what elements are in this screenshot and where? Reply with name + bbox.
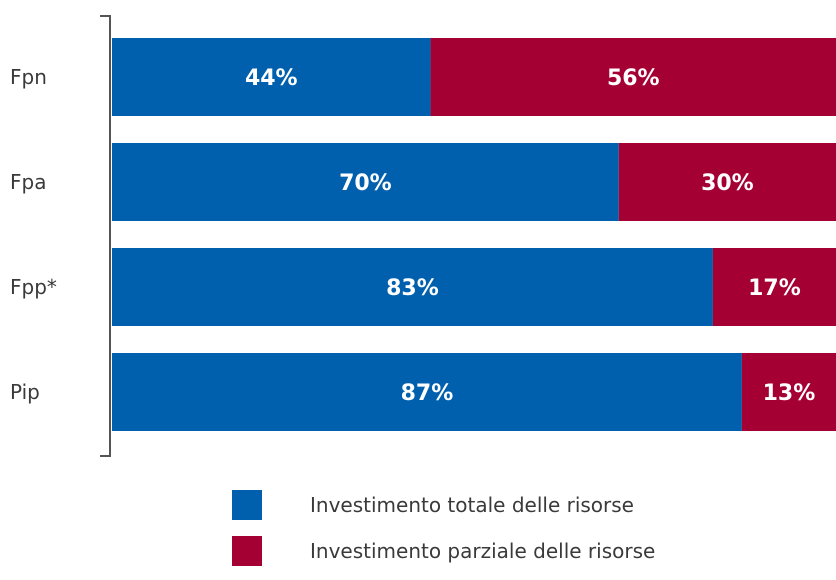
data-label: 13% [763,381,816,406]
category-label: Pip [10,380,40,404]
data-label: 30% [701,171,754,196]
legend-label-partial: Investimento parziale delle risorse [310,539,656,563]
legend: Investimento totale delle risorse Invest… [232,488,655,580]
bar-segment-total [112,353,742,431]
data-label: 70% [339,171,392,196]
bar-segment-total [112,248,713,326]
data-label: 87% [401,381,454,406]
legend-swatch-partial [232,536,262,566]
legend-item-total: Investimento totale delle risorse [232,488,655,522]
bar-segment-total [112,143,619,221]
legend-item-partial: Investimento parziale delle risorse [232,534,655,568]
data-label: 83% [386,276,439,301]
bar-segment-total [112,38,431,116]
bar-segment-partial [712,248,836,326]
stacked-bar-chart: Fpn 44% 56% Fpa 70% 30% Fpp* 83% 17% Pip 87% 13% [10,15,836,457]
legend-swatch-total [232,490,262,520]
category-label: Fpp* [10,275,57,299]
data-label: 44% [245,66,298,91]
category-label: Fpn [10,65,47,89]
legend-label-total: Investimento totale delle risorse [310,493,634,517]
data-label: 17% [748,276,801,301]
bars-group: Fpn 44% 56% Fpa 70% 30% Fpp* 83% 17% Pip 87% 13% [10,38,836,431]
bar-segment-partial [618,143,836,221]
category-axis-bracket [100,15,111,457]
bar-segment-partial [741,353,836,431]
category-label: Fpa [10,170,46,194]
bar-segment-partial [430,38,836,116]
data-label: 56% [607,66,660,91]
